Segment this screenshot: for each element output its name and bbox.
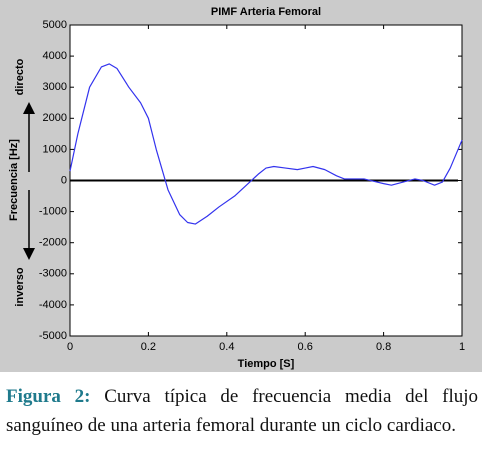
y-tick-label: -3000 (39, 268, 67, 280)
x-tick-label: 0.2 (141, 341, 156, 353)
caption-label: Figura 2: (6, 386, 91, 407)
caption-text: Curva típica de frecuencia media del flu… (6, 386, 478, 436)
y-tick-label: 1000 (43, 143, 67, 155)
x-tick-label: 0.6 (298, 341, 313, 353)
x-tick-label: 0.4 (219, 341, 234, 353)
y-tick-label: 4000 (43, 50, 67, 62)
y-axis-label: Frecuencia [Hz] (8, 139, 20, 221)
chart: PIMF Arteria Femoral Tiempo [S] Frecuenc… (8, 6, 465, 370)
x-tick-label: 1 (459, 341, 465, 353)
y-tick-label: -2000 (39, 237, 67, 249)
annotation: directo (14, 58, 26, 95)
chart-title: PIMF Arteria Femoral (211, 6, 321, 18)
annotation: inverso (14, 267, 26, 306)
caption: Figura 2: Curva típica de frecuencia med… (6, 382, 478, 440)
y-tick-label: 0 (61, 174, 67, 186)
x-tick-label: 0 (67, 341, 73, 353)
y-tick-label: 3000 (43, 81, 67, 93)
data-line (69, 63, 463, 225)
y-tick-label: -1000 (39, 206, 67, 218)
x-tick-label: 0.8 (376, 341, 391, 353)
y-tick-label: -4000 (39, 299, 67, 311)
x-axis-label: Tiempo [S] (238, 358, 295, 370)
y-tick-label: 5000 (43, 19, 67, 31)
figure: PIMF Arteria Femoral Tiempo [S] Frecuenc… (0, 0, 482, 372)
y-tick-label: 2000 (43, 112, 67, 124)
y-tick-label: -5000 (39, 330, 67, 342)
